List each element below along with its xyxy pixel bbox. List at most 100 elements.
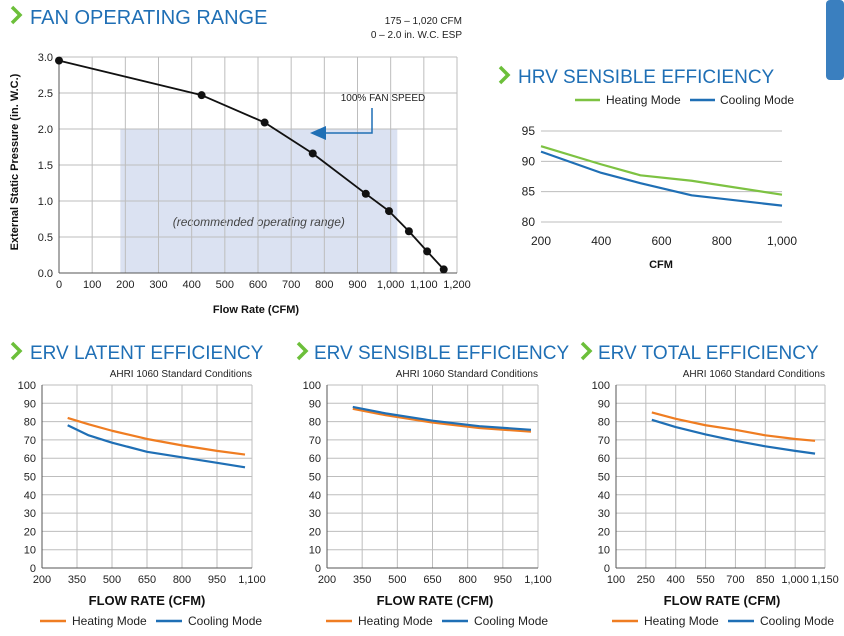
chart-title: ERV SENSIBLE EFFICIENCY (314, 343, 569, 364)
chart-title: HRV SENSIBLE EFFICIENCY (518, 67, 775, 88)
x-tick-label: 1,200 (443, 279, 471, 291)
y-tick-label: 0 (604, 563, 610, 575)
y-tick-label: 3.0 (38, 52, 53, 64)
y-tick-label: 70 (598, 435, 610, 447)
y-tick-label: 30 (309, 508, 321, 520)
x-tick-label: 650 (423, 574, 441, 586)
series-line-cooling-mode (651, 418, 816, 455)
y-tick-label: 95 (522, 124, 536, 138)
x-tick-label: 200 (318, 574, 336, 586)
x-tick-label: 400 (591, 234, 611, 248)
x-axis-label: Flow Rate (CFM) (213, 304, 299, 316)
erv-sensible-chart: ERV SENSIBLE EFFICIENCY AHRI 1060 Standa… (296, 341, 569, 628)
legend-label-heating: Heating Mode (358, 614, 433, 628)
legend: Heating Mode Cooling Mode (575, 93, 794, 107)
x-tick-label: 550 (696, 574, 714, 586)
x-axis-label: FLOW RATE (CFM) (89, 593, 206, 608)
chart-title: FAN OPERATING RANGE (30, 7, 267, 29)
x-tick-label: 100 (83, 279, 101, 291)
y-tick-label: 85 (522, 185, 536, 199)
axes (615, 385, 825, 569)
data-point (423, 247, 432, 256)
legend: Heating Mode Cooling Mode (326, 614, 548, 628)
series-lines (352, 405, 532, 433)
chart-subtitle-line-2: 0 – 2.0 in. W.C. ESP (371, 30, 462, 41)
legend-label-heating: Heating Mode (606, 93, 681, 107)
annotation-leader (322, 108, 373, 134)
y-tick-label: 40 (598, 490, 610, 502)
x-tick-label: 900 (348, 279, 366, 291)
legend: Heating Mode Cooling Mode (612, 614, 834, 628)
y-tick-label: 1.5 (38, 160, 53, 172)
x-tick-label: 350 (353, 574, 371, 586)
series-line-heating-mode (67, 416, 246, 456)
x-tick-label: 400 (182, 279, 200, 291)
axes (58, 57, 457, 274)
chart-note: AHRI 1060 Standard Conditions (396, 369, 538, 380)
legend-label-heating: Heating Mode (644, 614, 719, 628)
title-chevron-icon (296, 341, 309, 361)
x-tick-label: 200 (33, 574, 51, 586)
x-tick-labels: 100 250 400 550 700 850 1,000 1,150 (607, 574, 839, 586)
fan-speed-annotation: 100% FAN SPEED (310, 93, 425, 140)
x-tick-label: 1,100 (238, 574, 266, 586)
series-line-cooling-mode (540, 150, 783, 207)
x-tick-label: 650 (138, 574, 156, 586)
side-tab (826, 0, 844, 80)
x-tick-label: 950 (494, 574, 512, 586)
y-tick-label: 80 (522, 215, 536, 229)
x-tick-label: 1,150 (811, 574, 839, 586)
gridlines (541, 130, 782, 223)
y-tick-label: 10 (309, 545, 321, 557)
gridlines (326, 384, 539, 569)
chart-title: ERV LATENT EFFICIENCY (30, 343, 264, 364)
data-points (55, 56, 448, 274)
y-tick-labels: 80 85 90 95 (522, 124, 536, 229)
erv-latent-chart: ERV LATENT EFFICIENCY AHRI 1060 Standard… (10, 341, 266, 628)
x-tick-label: 850 (756, 574, 774, 586)
y-tick-label: 0.0 (38, 268, 53, 280)
title-chevron-icon (580, 341, 593, 361)
x-tick-label: 500 (388, 574, 406, 586)
y-tick-labels: 0 10 20 30 40 50 60 70 80 90 100 (18, 380, 36, 575)
annotation-label: 100% FAN SPEED (341, 93, 425, 104)
y-tick-label: 90 (522, 154, 536, 168)
y-tick-label: 60 (598, 453, 610, 465)
x-tick-label: 100 (607, 574, 625, 586)
series-lines (651, 411, 816, 455)
y-tick-label: 50 (309, 472, 321, 484)
y-tick-label: 60 (24, 453, 36, 465)
y-tick-label: 50 (24, 472, 36, 484)
y-tick-label: 40 (24, 490, 36, 502)
x-tick-label: 350 (68, 574, 86, 586)
y-tick-label: 40 (309, 490, 321, 502)
x-tick-label: 950 (208, 574, 226, 586)
x-tick-label: 250 (637, 574, 655, 586)
x-tick-label: 200 (116, 279, 134, 291)
y-tick-label: 30 (598, 508, 610, 520)
x-tick-label: 1,100 (410, 279, 438, 291)
series-line-cooling-mode (67, 424, 246, 469)
data-point (260, 118, 269, 127)
x-tick-label: 800 (712, 234, 732, 248)
x-tick-label: 200 (531, 234, 551, 248)
x-tick-label: 500 (216, 279, 234, 291)
x-tick-label: 1,000 (377, 279, 405, 291)
x-axis-label: FLOW RATE (CFM) (664, 593, 781, 608)
y-tick-label: 80 (24, 417, 36, 429)
x-tick-labels: 200 350 500 650 800 950 1,100 (318, 574, 552, 586)
y-tick-label: 50 (598, 472, 610, 484)
x-tick-label: 800 (173, 574, 191, 586)
y-tick-label: 0.5 (38, 232, 53, 244)
x-tick-label: 600 (651, 234, 671, 248)
series-line-heating-mode (540, 145, 783, 196)
chart-note: AHRI 1060 Standard Conditions (110, 369, 252, 380)
chart-note: AHRI 1060 Standard Conditions (683, 369, 825, 380)
gridlines (41, 384, 253, 569)
data-point (308, 149, 317, 158)
legend-label-cooling: Cooling Mode (188, 614, 262, 628)
legend-label-heating: Heating Mode (72, 614, 147, 628)
chart-title: ERV TOTAL EFFICIENCY (598, 343, 819, 364)
x-tick-label: 800 (458, 574, 476, 586)
